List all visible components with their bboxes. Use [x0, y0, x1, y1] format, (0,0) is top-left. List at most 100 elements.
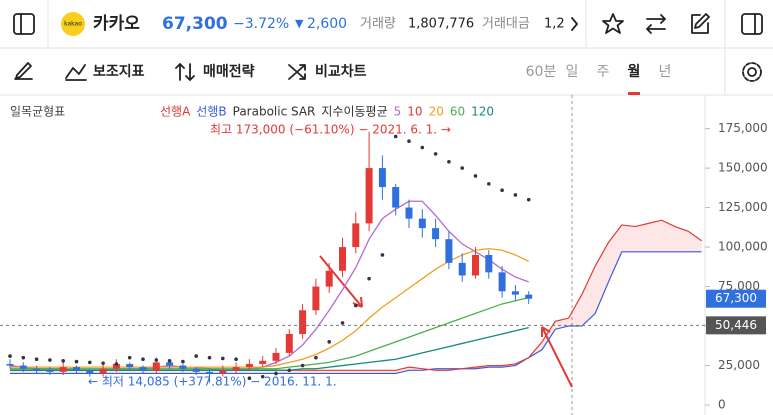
y-tick-label: 175,000: [718, 121, 768, 135]
sar-dot: [21, 355, 26, 360]
candle-body: [46, 370, 54, 372]
candle-body: [219, 370, 227, 374]
candle-body: [232, 367, 240, 371]
period-tab[interactable]: 주: [597, 64, 610, 80]
cloud-fill: [568, 294, 582, 327]
candle-body: [33, 368, 41, 371]
sar-dot: [327, 340, 332, 344]
sar-dot: [234, 357, 238, 362]
sar-dot: [274, 371, 278, 376]
candle-body: [285, 333, 293, 353]
period-tab[interactable]: 년: [659, 64, 672, 80]
settings-icon[interactable]: [747, 67, 757, 77]
price-tag-label: 67,300: [715, 291, 757, 305]
change-arrow: ▼: [295, 17, 304, 30]
logo-text: kakao: [64, 21, 82, 28]
sar-dot: [300, 363, 305, 368]
legend-item: 선행B: [196, 104, 226, 119]
edit-icon[interactable]: [691, 13, 710, 34]
candle-body: [272, 352, 280, 361]
amount: 1,2: [544, 17, 565, 32]
candle-body: [179, 365, 187, 369]
cloud-fill: [382, 370, 396, 374]
candle-body: [325, 270, 333, 287]
period-tab[interactable]: 일: [566, 64, 579, 80]
legend-item: 5: [394, 105, 402, 119]
moving-average: [10, 296, 529, 370]
cloud-fill: [116, 370, 130, 374]
candle-body: [99, 368, 107, 374]
candle-body: [485, 254, 493, 273]
candle-body: [152, 362, 160, 371]
cloud-fill: [608, 224, 622, 282]
candle-body: [525, 294, 533, 299]
legend-item: 20: [429, 105, 444, 119]
candle-body: [86, 370, 94, 374]
y-tick-label: 75,000: [718, 279, 760, 293]
indicators-button[interactable]: 보조지표: [93, 64, 145, 80]
sar-dot: [167, 359, 172, 363]
legend-item: 60: [450, 105, 465, 119]
y-tick-label: 150,000: [718, 161, 768, 175]
candle-body: [418, 218, 426, 229]
sar-dot: [433, 152, 438, 156]
sar-dot: [447, 159, 451, 164]
sidebar-icon[interactable]: [13, 13, 35, 35]
sar-dot: [207, 355, 212, 360]
indicator-title: 일목균형표: [10, 105, 65, 119]
indicator-icon[interactable]: [65, 64, 87, 81]
strategy-button[interactable]: 매매전략: [203, 63, 255, 80]
sar-dot: [287, 368, 292, 373]
sar-dot: [194, 354, 198, 358]
price-tag-label: 50,446: [715, 318, 757, 332]
period-tab[interactable]: 월: [628, 63, 641, 80]
moving-average: [10, 247, 529, 368]
sar-dot: [74, 359, 79, 364]
compare-icon[interactable]: [288, 64, 306, 80]
sar-dot: [526, 197, 531, 202]
cloud-fill: [129, 370, 143, 374]
cloud-fill: [329, 370, 343, 374]
cloud-fill: [10, 370, 24, 374]
cloud-fill: [542, 321, 556, 350]
candle-body: [312, 286, 320, 311]
candle-body: [166, 362, 174, 366]
cloud-fill: [289, 370, 303, 374]
legend-item: 선행A: [160, 104, 191, 119]
candle-body: [472, 254, 479, 276]
period-tab[interactable]: 60분: [526, 64, 557, 80]
candle-body: [405, 207, 413, 219]
sar-dot: [48, 358, 52, 362]
candle-body: [299, 310, 307, 334]
candle-body: [511, 291, 519, 295]
swap-icon[interactable]: [646, 14, 666, 34]
sar-dot: [34, 357, 39, 362]
cloud-fill: [355, 370, 370, 374]
star-icon[interactable]: [602, 13, 624, 34]
draw-icon[interactable]: [14, 62, 33, 80]
candle-body: [19, 365, 27, 369]
candle-body: [458, 262, 466, 276]
sar-dot: [354, 303, 358, 308]
cloud-fill: [302, 370, 316, 374]
compare-button[interactable]: 비교차트: [315, 64, 367, 80]
price-tag: [706, 289, 766, 308]
price-tag: [706, 316, 766, 335]
candle-body: [73, 367, 80, 371]
y-tick-label: 0: [718, 398, 726, 412]
legend-item: 120: [471, 105, 494, 119]
sar-dot: [487, 182, 491, 186]
more-icon[interactable]: [571, 17, 578, 31]
strategy-icon[interactable]: [175, 63, 195, 81]
candle-body: [245, 363, 253, 368]
cloud-fill: [675, 226, 689, 252]
cloud-fill: [262, 370, 276, 374]
candle-body: [445, 239, 453, 263]
sar-dot: [500, 188, 504, 193]
panel-icon[interactable]: [741, 13, 763, 35]
settings-icon: [742, 62, 762, 82]
sar-dot: [114, 362, 119, 366]
y-tick-label: 25,000: [718, 358, 760, 372]
candle-body: [259, 360, 267, 364]
